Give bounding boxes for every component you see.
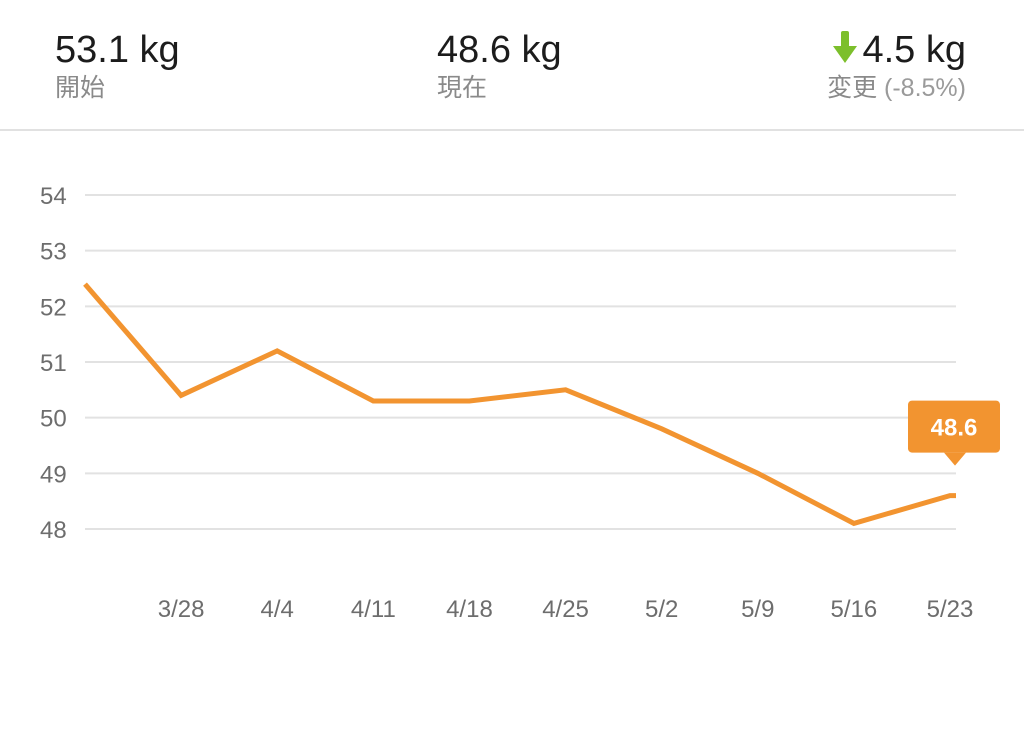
weight-change-value: 4.5 kg — [862, 29, 966, 71]
y-tick-label: 51 — [40, 350, 67, 377]
y-tick-label: 50 — [40, 406, 67, 433]
x-tick-label: 4/4 — [261, 596, 294, 623]
start-weight-stat: 53.1 kg 開始 — [55, 28, 180, 104]
current-weight-value: 48.6 kg — [437, 29, 562, 71]
x-tick-label: 4/18 — [446, 596, 493, 623]
y-tick-label: 54 — [40, 183, 67, 210]
x-axis-ticks: 3/28 4/4 4/11 4/18 4/25 5/2 5/9 5/16 5/23 — [158, 596, 974, 623]
tooltip-value: 48.6 — [931, 415, 978, 442]
chart-gridlines — [85, 194, 956, 530]
x-tick-label: 3/28 — [158, 596, 205, 623]
x-tick-label: 5/9 — [741, 596, 774, 623]
weight-change-label: 変更 — [827, 74, 878, 102]
weight-chart: 54 53 52 51 50 49 48 3/28 4/4 4/11 4/18 4/25 5/2 5/9… — [0, 131, 1024, 749]
weight-line-chart: 54 53 52 51 50 49 48 3/28 4/4 4/11 4/18 4/25 5/2 5/9… — [40, 183, 1000, 623]
start-weight-value: 53.1 kg — [55, 29, 180, 71]
start-weight-label: 開始 — [55, 74, 106, 102]
y-tick-label: 49 — [40, 461, 67, 488]
weight-change-stat: 4.5 kg 変更 (-8.5%) — [827, 28, 966, 104]
current-weight-label: 現在 — [437, 74, 488, 102]
weight-series-line — [83, 282, 956, 527]
weight-change-percent: (-8.5%) — [884, 74, 966, 102]
value-tooltip[interactable]: 48.6 — [908, 400, 1000, 466]
y-tick-label: 53 — [40, 239, 67, 266]
x-tick-label: 4/25 — [542, 596, 589, 623]
weight-series — [83, 282, 956, 527]
x-tick-label: 5/23 — [927, 596, 974, 623]
x-tick-label: 5/2 — [645, 596, 678, 623]
tooltip-box — [908, 400, 1000, 453]
y-tick-label: 48 — [40, 517, 67, 544]
current-weight-stat: 48.6 kg 現在 — [437, 28, 562, 104]
x-tick-label: 4/11 — [351, 596, 396, 623]
weight-summary-header: 53.1 kg 開始 48.6 kg 現在 4.5 kg 変更 (-8.5%) — [0, 0, 1024, 131]
arrow-down-icon — [832, 30, 858, 64]
tooltip-pointer — [944, 452, 966, 466]
x-tick-label: 5/16 — [831, 596, 878, 623]
y-tick-label: 52 — [40, 294, 67, 321]
y-axis-ticks: 54 53 52 51 50 49 48 — [40, 183, 67, 544]
